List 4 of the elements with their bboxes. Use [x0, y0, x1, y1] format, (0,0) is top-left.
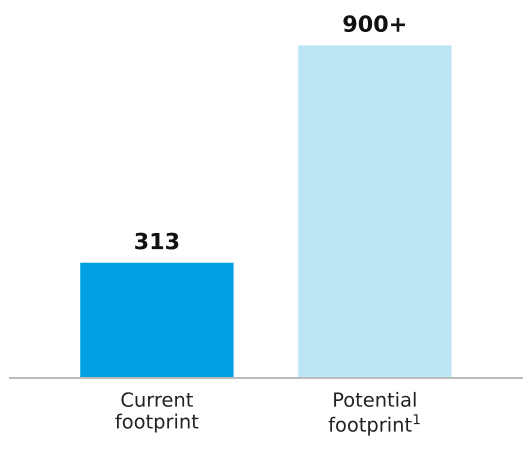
- data-label: 900+: [343, 15, 405, 32]
- data-label: 313: [135, 232, 178, 250]
- x-tick-label: Potential footprint$^{1}$: [328, 392, 420, 436]
- x-tick-label: Current footprint: [115, 392, 198, 432]
